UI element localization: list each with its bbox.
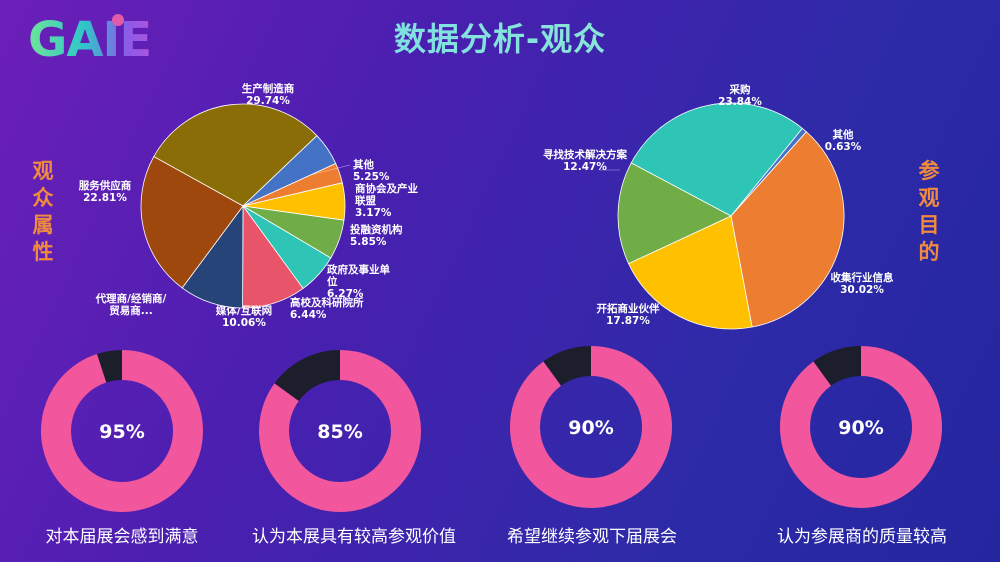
pie1-label-1: 其他	[353, 158, 374, 171]
pie2-label-3: 开拓商业伙伴	[597, 302, 660, 315]
donut-3-rest	[543, 346, 592, 387]
pie1-label-5: 6.44%	[290, 309, 327, 321]
donut-2-rest	[274, 350, 341, 402]
donut-3-fill	[510, 346, 672, 508]
gaie-logo: GAIE	[28, 8, 168, 72]
donut-caption-1: 对本届展会感到满意	[45, 527, 199, 547]
pie1-slice-8	[140, 156, 244, 289]
pie1-label-7: 贸易商...	[109, 304, 152, 317]
pie1-label-5: 高校及科研院所	[290, 296, 364, 309]
pie1-label-2: 3.17%	[355, 207, 392, 219]
pie1-label-1: 5.25%	[353, 171, 390, 183]
donut-2-value: 85%	[317, 421, 362, 443]
leader-line	[309, 164, 351, 176]
pie2-label-2: 收集行业信息	[831, 271, 894, 284]
pie1-label-4: 政府及事业单	[327, 263, 390, 276]
pie2-label-4: 12.47%	[563, 161, 607, 173]
pie2-label-1: 0.63%	[825, 141, 862, 153]
pie1-label-8: 服务供应商	[79, 179, 132, 192]
audience-attribute-label: 观众属性	[32, 159, 54, 264]
donut-caption-2: 认为本展具有较高参观价值	[252, 527, 456, 547]
logo-dot	[112, 14, 124, 26]
pie1-slice-0	[153, 103, 318, 207]
pie1-label-3: 投融资机构	[350, 223, 403, 236]
donut-caption-3: 希望继续参观下届展会	[507, 527, 677, 547]
donut-4-value: 90%	[838, 417, 883, 439]
pie1-label-0: 生产制造商	[242, 82, 295, 95]
pie2-slice-4	[617, 162, 732, 265]
donut-caption-4: 认为参展商的质量较高	[777, 527, 947, 547]
donut-1-value: 95%	[99, 421, 144, 443]
pie2-slice-0	[630, 102, 803, 217]
pie1-label-0: 29.74%	[246, 95, 290, 107]
pie1-label-2: 商协会及产业	[355, 182, 418, 195]
pie2-slice-3	[627, 215, 753, 330]
pie1-label-2: 联盟	[355, 194, 376, 207]
pie2-label-2: 30.02%	[840, 284, 884, 296]
donut-1-rest	[96, 350, 123, 383]
pie2-label-0: 23.84%	[718, 96, 762, 108]
logo-text: GAIE	[28, 8, 168, 72]
pie2-slice-2	[730, 131, 845, 328]
pie2-label-4: 寻找技术解决方案	[543, 148, 627, 161]
donut-3-value: 90%	[568, 417, 613, 439]
pie1-label-4: 6.27%	[327, 288, 364, 300]
visit-purpose-label: 参观目的	[918, 159, 940, 264]
donut-4-rest	[813, 346, 862, 387]
pie1-label-3: 5.85%	[350, 236, 387, 248]
pie1-label-4: 位	[327, 275, 338, 288]
donut-2-fill	[259, 350, 421, 512]
donut-1-fill	[41, 350, 203, 512]
pie1-label-7: 代理商/经销商/	[95, 292, 167, 305]
pie2-label-0: 采购	[729, 83, 751, 96]
pie1-label-8: 22.81%	[83, 192, 127, 204]
donut-4-fill	[780, 346, 942, 508]
page-title: 数据分析-观众	[0, 14, 1000, 60]
pie2-label-1: 其他	[833, 128, 854, 141]
pie1-label-6: 10.06%	[222, 317, 266, 329]
pie2-label-3: 17.87%	[606, 315, 650, 327]
